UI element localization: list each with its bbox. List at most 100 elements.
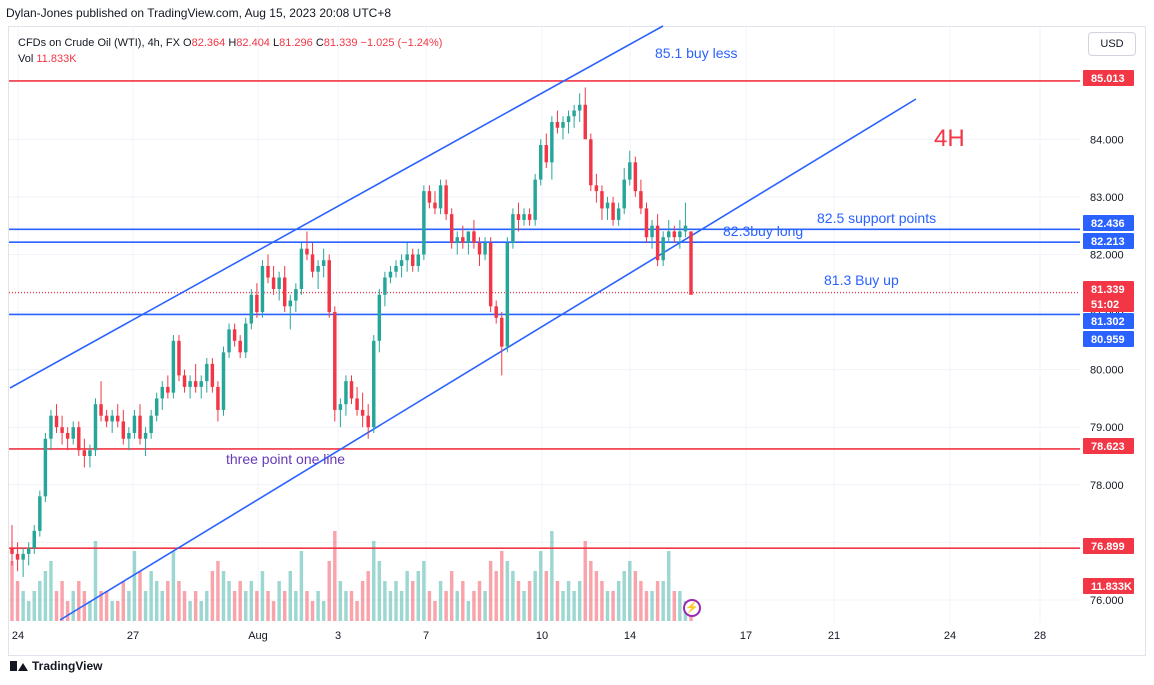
volume-bar xyxy=(232,591,237,621)
price-label-text: 76.899 xyxy=(1091,541,1125,553)
low-value: 81.296 xyxy=(279,37,313,49)
price-label-box xyxy=(1083,281,1134,297)
candle-body xyxy=(244,323,248,353)
candle-body xyxy=(422,191,426,255)
candle-body xyxy=(628,162,632,180)
volume-bar xyxy=(438,581,443,621)
x-tick-label: 14 xyxy=(624,630,636,642)
volume-bar xyxy=(555,581,560,621)
volume-bar xyxy=(616,581,621,621)
volume-bar xyxy=(249,581,254,621)
candle-body xyxy=(338,404,343,410)
candle-body xyxy=(199,381,203,387)
price-label-box xyxy=(1083,578,1134,594)
candle-body xyxy=(205,363,209,382)
candle-body xyxy=(160,386,164,399)
tradingview-logo-icon xyxy=(10,661,28,671)
price-label-text: 11.833K xyxy=(1091,581,1132,593)
volume-bar xyxy=(461,581,465,621)
volume-bar xyxy=(466,601,471,621)
y-tick-label: 79.000 xyxy=(1090,422,1124,434)
volume-bar xyxy=(305,591,309,621)
volume-bar xyxy=(54,591,59,621)
candle-body xyxy=(372,340,376,428)
volume-bar xyxy=(338,581,343,621)
candle-body xyxy=(516,214,521,220)
candle-body xyxy=(683,225,688,232)
symbol-name[interactable]: CFDs on Crude Oil (WTI), 4h, FX xyxy=(18,37,180,49)
volume-bar xyxy=(321,601,326,621)
candle-body xyxy=(249,294,254,324)
volume-bar xyxy=(605,591,610,621)
volume-bar xyxy=(193,591,198,621)
volume-value: 11.833K xyxy=(36,53,77,65)
candle-body xyxy=(166,386,170,393)
candlesticks xyxy=(10,87,693,577)
candle-body xyxy=(539,145,543,180)
bolt-icon[interactable]: ⚡ xyxy=(683,599,701,617)
volume-bar xyxy=(160,591,164,621)
volume-bar xyxy=(205,591,209,621)
tradingview-brand[interactable]: TradingView xyxy=(10,659,102,673)
candle-body xyxy=(360,409,365,416)
volume-bar xyxy=(494,571,498,621)
chart-frame xyxy=(8,26,1146,656)
candle-body xyxy=(143,432,148,439)
volume-bar xyxy=(533,571,537,621)
price-label-box xyxy=(1083,215,1134,231)
candle-body xyxy=(472,231,476,243)
y-tick-label: 84.000 xyxy=(1090,134,1124,146)
annotation-support-points: 82.5 support points xyxy=(817,210,936,226)
volume-bar xyxy=(244,591,248,621)
candle-body xyxy=(60,427,64,433)
candle-body xyxy=(99,404,103,416)
candle-body xyxy=(210,363,215,387)
candle-body xyxy=(377,294,382,341)
price-label-text: 80.959 xyxy=(1091,334,1125,346)
candle-body xyxy=(77,427,81,451)
volume-bar xyxy=(394,581,398,621)
candle-body xyxy=(305,248,309,255)
candle-body xyxy=(271,277,276,290)
candle-body xyxy=(550,122,554,163)
candle-body xyxy=(216,386,220,410)
candle-body xyxy=(433,202,437,209)
price-label-box xyxy=(1083,233,1134,249)
candle-body xyxy=(416,254,421,266)
candle-body xyxy=(661,237,665,261)
volume-bar xyxy=(527,581,532,621)
volume-bar xyxy=(344,591,348,621)
currency-button[interactable]: USD xyxy=(1088,32,1136,56)
candle-body xyxy=(483,242,487,255)
volume-bar xyxy=(60,581,64,621)
x-tick-label: 3 xyxy=(335,630,341,642)
volume-bar xyxy=(171,551,176,621)
volume-bar xyxy=(49,561,53,621)
volume-bar xyxy=(277,581,281,621)
candle-body xyxy=(121,421,126,439)
candle-body xyxy=(288,300,293,307)
grid xyxy=(9,27,1080,623)
volume-bar xyxy=(377,561,382,621)
candle-body xyxy=(266,265,270,278)
volume-bar xyxy=(71,591,75,621)
volume-bar xyxy=(678,591,682,621)
candle-body xyxy=(405,254,409,261)
x-tick-label: 17 xyxy=(740,630,752,642)
candle-body xyxy=(310,254,315,272)
volume-bar xyxy=(661,581,665,621)
candle-body xyxy=(104,415,109,422)
volume-bar xyxy=(667,551,671,621)
candle-body xyxy=(678,231,682,238)
candle-body xyxy=(533,179,537,220)
volume-bar xyxy=(288,571,293,621)
price-label-box xyxy=(1083,70,1134,86)
candle-body xyxy=(82,450,87,457)
volume-bar xyxy=(271,601,276,621)
candle-body xyxy=(138,415,142,439)
volume-bar xyxy=(455,591,459,621)
candle-body xyxy=(366,415,370,428)
candle-body xyxy=(316,265,320,272)
volume-bar xyxy=(633,571,638,621)
